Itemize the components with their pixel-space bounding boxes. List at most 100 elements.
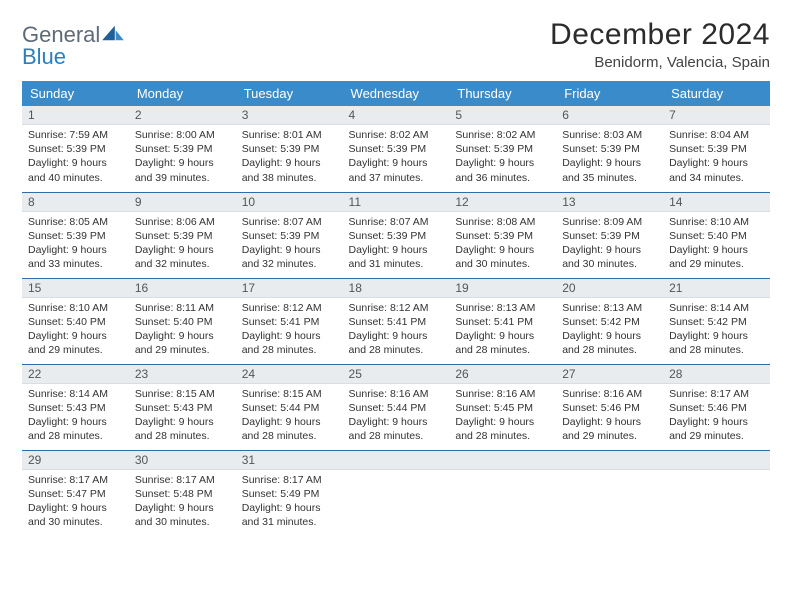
day-number: 28	[663, 365, 770, 384]
calendar-cell: 30Sunrise: 8:17 AMSunset: 5:48 PMDayligh…	[129, 450, 236, 536]
day-info: Sunrise: 8:15 AMSunset: 5:43 PMDaylight:…	[129, 384, 236, 448]
calendar-cell: 25Sunrise: 8:16 AMSunset: 5:44 PMDayligh…	[343, 364, 450, 450]
calendar-cell	[449, 450, 556, 536]
day-info: Sunrise: 8:16 AMSunset: 5:46 PMDaylight:…	[556, 384, 663, 448]
weekday-header: Thursday	[449, 81, 556, 106]
calendar-cell	[663, 450, 770, 536]
day-info: Sunrise: 8:13 AMSunset: 5:42 PMDaylight:…	[556, 298, 663, 362]
day-number: 8	[22, 193, 129, 212]
day-number: 29	[22, 451, 129, 470]
day-info: Sunrise: 8:17 AMSunset: 5:46 PMDaylight:…	[663, 384, 770, 448]
calendar-cell: 14Sunrise: 8:10 AMSunset: 5:40 PMDayligh…	[663, 192, 770, 278]
day-info: Sunrise: 8:04 AMSunset: 5:39 PMDaylight:…	[663, 125, 770, 189]
day-info: Sunrise: 8:16 AMSunset: 5:45 PMDaylight:…	[449, 384, 556, 448]
weekday-header: Monday	[129, 81, 236, 106]
day-number: 3	[236, 106, 343, 125]
calendar-page: General Blue December 2024 Benidorm, Val…	[0, 0, 792, 554]
day-number: 18	[343, 279, 450, 298]
day-number: 14	[663, 193, 770, 212]
day-number: 5	[449, 106, 556, 125]
calendar-cell: 31Sunrise: 8:17 AMSunset: 5:49 PMDayligh…	[236, 450, 343, 536]
location-subtitle: Benidorm, Valencia, Spain	[550, 54, 770, 71]
calendar-body: 1Sunrise: 7:59 AMSunset: 5:39 PMDaylight…	[22, 106, 770, 536]
weekday-row: SundayMondayTuesdayWednesdayThursdayFrid…	[22, 81, 770, 106]
calendar-cell: 13Sunrise: 8:09 AMSunset: 5:39 PMDayligh…	[556, 192, 663, 278]
day-info: Sunrise: 8:15 AMSunset: 5:44 PMDaylight:…	[236, 384, 343, 448]
day-info: Sunrise: 8:09 AMSunset: 5:39 PMDaylight:…	[556, 212, 663, 276]
calendar-cell: 23Sunrise: 8:15 AMSunset: 5:43 PMDayligh…	[129, 364, 236, 450]
calendar-cell: 17Sunrise: 8:12 AMSunset: 5:41 PMDayligh…	[236, 278, 343, 364]
day-number	[343, 451, 450, 470]
day-number: 30	[129, 451, 236, 470]
day-number: 25	[343, 365, 450, 384]
day-info: Sunrise: 8:03 AMSunset: 5:39 PMDaylight:…	[556, 125, 663, 189]
calendar-cell: 27Sunrise: 8:16 AMSunset: 5:46 PMDayligh…	[556, 364, 663, 450]
day-number: 15	[22, 279, 129, 298]
day-info: Sunrise: 8:17 AMSunset: 5:48 PMDaylight:…	[129, 470, 236, 534]
day-info: Sunrise: 8:00 AMSunset: 5:39 PMDaylight:…	[129, 125, 236, 189]
day-number: 10	[236, 193, 343, 212]
brand-word-2: Blue	[22, 44, 66, 69]
day-number: 26	[449, 365, 556, 384]
day-number: 9	[129, 193, 236, 212]
day-info: Sunrise: 8:12 AMSunset: 5:41 PMDaylight:…	[343, 298, 450, 362]
calendar-cell: 16Sunrise: 8:11 AMSunset: 5:40 PMDayligh…	[129, 278, 236, 364]
day-number: 7	[663, 106, 770, 125]
calendar-week-row: 1Sunrise: 7:59 AMSunset: 5:39 PMDaylight…	[22, 106, 770, 192]
day-info: Sunrise: 8:17 AMSunset: 5:49 PMDaylight:…	[236, 470, 343, 534]
day-info: Sunrise: 8:05 AMSunset: 5:39 PMDaylight:…	[22, 212, 129, 276]
calendar-cell: 2Sunrise: 8:00 AMSunset: 5:39 PMDaylight…	[129, 106, 236, 192]
day-number: 12	[449, 193, 556, 212]
calendar-cell: 7Sunrise: 8:04 AMSunset: 5:39 PMDaylight…	[663, 106, 770, 192]
calendar-cell: 8Sunrise: 8:05 AMSunset: 5:39 PMDaylight…	[22, 192, 129, 278]
calendar-cell: 18Sunrise: 8:12 AMSunset: 5:41 PMDayligh…	[343, 278, 450, 364]
calendar-cell: 20Sunrise: 8:13 AMSunset: 5:42 PMDayligh…	[556, 278, 663, 364]
day-number: 27	[556, 365, 663, 384]
day-number: 13	[556, 193, 663, 212]
calendar-cell: 3Sunrise: 8:01 AMSunset: 5:39 PMDaylight…	[236, 106, 343, 192]
page-title: December 2024	[550, 18, 770, 52]
day-number: 11	[343, 193, 450, 212]
day-number: 23	[129, 365, 236, 384]
calendar-table: SundayMondayTuesdayWednesdayThursdayFrid…	[22, 81, 770, 536]
day-info: Sunrise: 8:14 AMSunset: 5:43 PMDaylight:…	[22, 384, 129, 448]
calendar-cell: 4Sunrise: 8:02 AMSunset: 5:39 PMDaylight…	[343, 106, 450, 192]
day-info: Sunrise: 8:14 AMSunset: 5:42 PMDaylight:…	[663, 298, 770, 362]
calendar-cell: 10Sunrise: 8:07 AMSunset: 5:39 PMDayligh…	[236, 192, 343, 278]
calendar-cell	[343, 450, 450, 536]
day-info: Sunrise: 8:16 AMSunset: 5:44 PMDaylight:…	[343, 384, 450, 448]
day-info: Sunrise: 8:11 AMSunset: 5:40 PMDaylight:…	[129, 298, 236, 362]
day-number: 21	[663, 279, 770, 298]
day-number	[449, 451, 556, 470]
calendar-cell	[556, 450, 663, 536]
weekday-header: Friday	[556, 81, 663, 106]
day-number: 19	[449, 279, 556, 298]
day-number: 17	[236, 279, 343, 298]
day-info: Sunrise: 8:02 AMSunset: 5:39 PMDaylight:…	[343, 125, 450, 189]
calendar-week-row: 22Sunrise: 8:14 AMSunset: 5:43 PMDayligh…	[22, 364, 770, 450]
weekday-header: Wednesday	[343, 81, 450, 106]
day-info: Sunrise: 7:59 AMSunset: 5:39 PMDaylight:…	[22, 125, 129, 189]
calendar-cell: 24Sunrise: 8:15 AMSunset: 5:44 PMDayligh…	[236, 364, 343, 450]
calendar-week-row: 15Sunrise: 8:10 AMSunset: 5:40 PMDayligh…	[22, 278, 770, 364]
calendar-cell: 15Sunrise: 8:10 AMSunset: 5:40 PMDayligh…	[22, 278, 129, 364]
day-number: 24	[236, 365, 343, 384]
day-info: Sunrise: 8:12 AMSunset: 5:41 PMDaylight:…	[236, 298, 343, 362]
day-number: 20	[556, 279, 663, 298]
day-number: 31	[236, 451, 343, 470]
calendar-cell: 12Sunrise: 8:08 AMSunset: 5:39 PMDayligh…	[449, 192, 556, 278]
day-number: 16	[129, 279, 236, 298]
day-number: 4	[343, 106, 450, 125]
day-number	[556, 451, 663, 470]
calendar-week-row: 8Sunrise: 8:05 AMSunset: 5:39 PMDaylight…	[22, 192, 770, 278]
calendar-cell: 5Sunrise: 8:02 AMSunset: 5:39 PMDaylight…	[449, 106, 556, 192]
sail-icon	[102, 24, 124, 42]
calendar-cell: 9Sunrise: 8:06 AMSunset: 5:39 PMDaylight…	[129, 192, 236, 278]
day-number	[663, 451, 770, 470]
day-info: Sunrise: 8:10 AMSunset: 5:40 PMDaylight:…	[663, 212, 770, 276]
day-number: 2	[129, 106, 236, 125]
day-info: Sunrise: 8:08 AMSunset: 5:39 PMDaylight:…	[449, 212, 556, 276]
calendar-cell: 29Sunrise: 8:17 AMSunset: 5:47 PMDayligh…	[22, 450, 129, 536]
day-info: Sunrise: 8:10 AMSunset: 5:40 PMDaylight:…	[22, 298, 129, 362]
calendar-week-row: 29Sunrise: 8:17 AMSunset: 5:47 PMDayligh…	[22, 450, 770, 536]
